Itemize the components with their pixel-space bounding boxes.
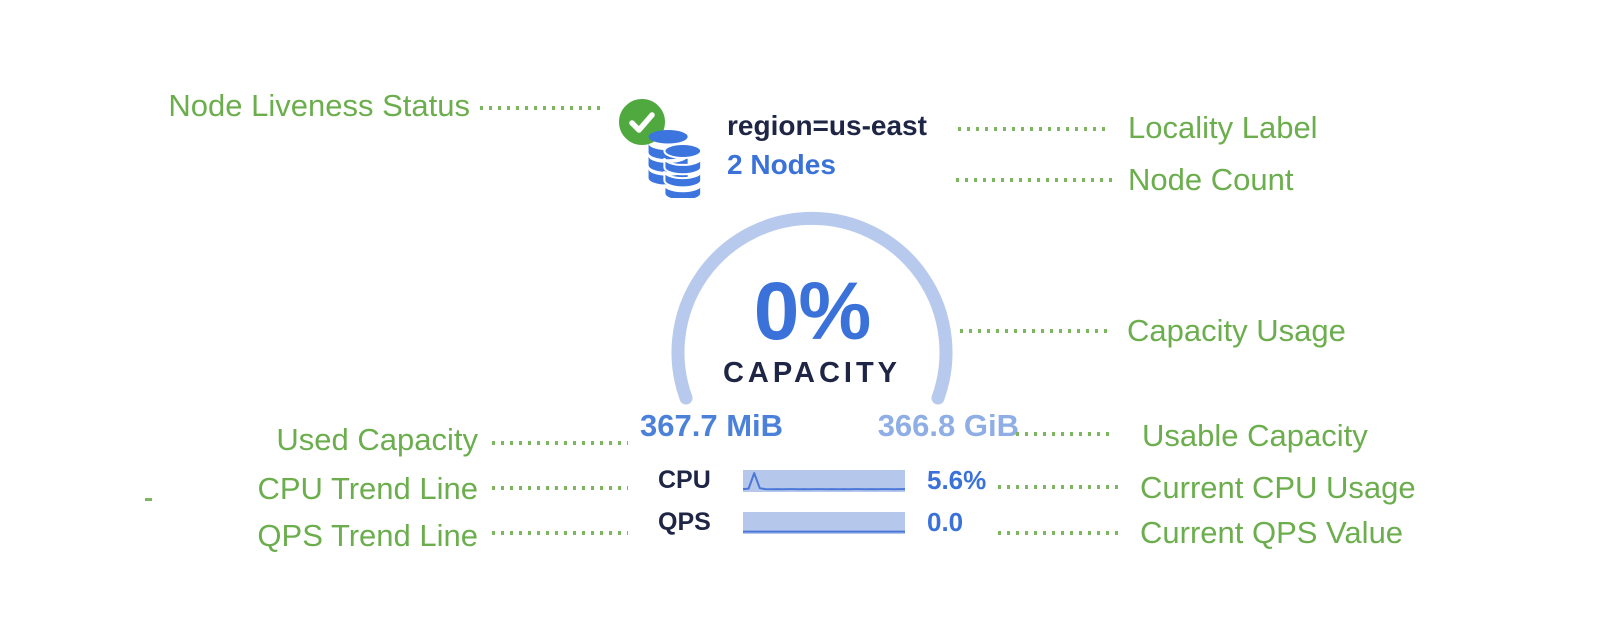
qps-trend-sparkline bbox=[743, 512, 905, 534]
capacity-values-row: 367.7 MiB 366.8 GiB bbox=[640, 410, 1019, 442]
leader-current-qps-value bbox=[998, 531, 1122, 535]
qps-value: 0.0 bbox=[927, 507, 964, 537]
leader-usable-capacity bbox=[1016, 432, 1112, 436]
capacity-usage-percent: 0% bbox=[753, 266, 872, 357]
node-liveness-check-icon bbox=[616, 96, 668, 148]
leader-node-liveness bbox=[480, 106, 602, 110]
node-count: 2 Nodes bbox=[727, 149, 836, 180]
capacity-caption: CAPACITY bbox=[722, 357, 902, 389]
annotation-cpu-trend-line: CPU Trend Line bbox=[257, 471, 478, 506]
capacity-gauge-arc bbox=[671, 211, 953, 405]
annotation-current-qps-value: Current QPS Value bbox=[1140, 515, 1404, 550]
leader-current-cpu-usage bbox=[998, 485, 1122, 489]
cpu-usage-value: 5.6% bbox=[927, 465, 987, 495]
stray-leader-dot bbox=[145, 498, 152, 501]
leader-capacity-usage bbox=[960, 329, 1110, 333]
annotation-current-cpu-usage: Current CPU Usage bbox=[1140, 470, 1416, 505]
node-card[interactable]: region=us-east 2 Nodes 0% CAPACITY 367.7… bbox=[600, 90, 1030, 560]
annotation-used-capacity: Used Capacity bbox=[276, 422, 478, 457]
locality-label: region=us-east bbox=[727, 110, 927, 141]
cpu-label: CPU bbox=[658, 466, 711, 494]
database-stack-icon bbox=[648, 130, 703, 198]
check-icon bbox=[629, 112, 655, 133]
usable-capacity-value: 366.8 GiB bbox=[877, 408, 1019, 443]
cpu-trend-sparkline bbox=[743, 470, 905, 492]
leader-used-capacity bbox=[492, 441, 628, 445]
qps-label: QPS bbox=[658, 508, 711, 536]
used-capacity-value: 367.7 MiB bbox=[640, 408, 784, 443]
annotation-usable-capacity: Usable Capacity bbox=[1142, 418, 1368, 453]
annotation-node-count: Node Count bbox=[1128, 162, 1294, 197]
leader-locality-label bbox=[958, 127, 1106, 131]
annotation-qps-trend-line: QPS Trend Line bbox=[257, 518, 478, 553]
annotation-locality-label: Locality Label bbox=[1128, 110, 1318, 145]
annotation-capacity-usage: Capacity Usage bbox=[1127, 313, 1346, 348]
leader-cpu-trend-line bbox=[492, 486, 628, 490]
annotation-node-liveness-status: Node Liveness Status bbox=[168, 88, 470, 123]
leader-qps-trend-line bbox=[492, 531, 628, 535]
leader-node-count bbox=[956, 178, 1114, 182]
